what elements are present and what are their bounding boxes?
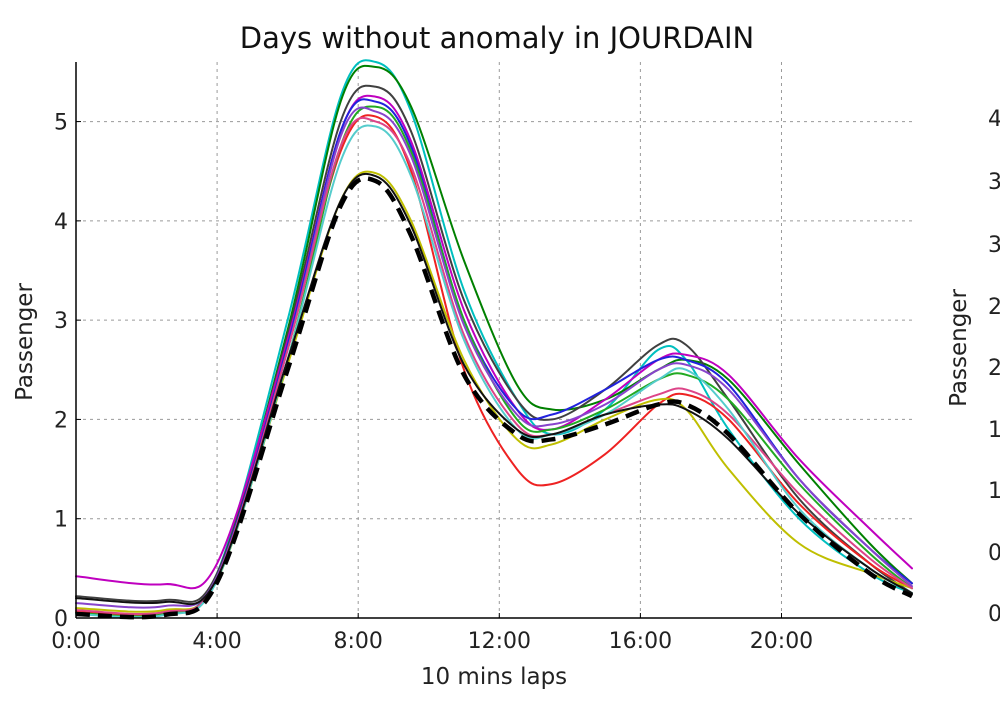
x-axis-label: 10 mins laps bbox=[421, 664, 567, 690]
second-y-tick-label: 2 bbox=[988, 295, 1000, 320]
axis-spines bbox=[75, 62, 912, 619]
second-y-tick-label: 0 bbox=[988, 602, 1000, 627]
second-y-tick-label: 1 bbox=[988, 479, 1000, 504]
y-tick-label: 5 bbox=[54, 111, 68, 136]
y-tick-label: 3 bbox=[54, 309, 68, 334]
x-tick-label: 0:00 bbox=[51, 629, 100, 654]
second-y-tick-label: 0 bbox=[988, 541, 1000, 566]
series-line-1 bbox=[75, 59, 913, 618]
y-axis-label: Passenger bbox=[12, 283, 38, 401]
second-y-axis-label: Passenger bbox=[946, 289, 972, 407]
series-line-12 bbox=[75, 173, 913, 606]
y-tick-label: 0 bbox=[54, 607, 68, 632]
series-group bbox=[75, 59, 914, 620]
second-y-tick-label: 4 bbox=[988, 107, 1000, 132]
second-y-tick-label: 2 bbox=[988, 356, 1000, 381]
second-y-tick-labels: 4 3 3 2 2 1 1 0 0 bbox=[988, 107, 1000, 627]
series-line-7 bbox=[75, 170, 913, 613]
x-tick-label: 20:00 bbox=[750, 629, 813, 654]
second-chart-panel: Passenger 4 3 3 2 2 1 1 0 0 bbox=[946, 107, 1000, 627]
y-tick-label: 2 bbox=[54, 408, 68, 433]
x-tick-label: 16:00 bbox=[609, 629, 672, 654]
x-tick-label: 8:00 bbox=[333, 629, 382, 654]
y-tick-label: 1 bbox=[54, 508, 68, 533]
y-tick-label: 4 bbox=[54, 210, 68, 235]
tick-labels: 0:00 4:00 8:00 12:00 16:00 20:00 0 1 2 3 4 5 bbox=[51, 111, 813, 654]
series-line-8 bbox=[75, 105, 913, 618]
reference-dashed-line bbox=[75, 176, 914, 620]
series-line-11 bbox=[75, 124, 913, 619]
chart-title: Days without anomaly in JOURDAIN bbox=[240, 21, 755, 55]
second-y-tick-label: 1 bbox=[988, 418, 1000, 443]
second-y-tick-label: 3 bbox=[988, 170, 1000, 195]
grid-lines bbox=[76, 62, 912, 618]
series-line-3 bbox=[75, 84, 913, 603]
x-tick-label: 4:00 bbox=[192, 629, 241, 654]
series-line-4 bbox=[75, 94, 913, 590]
second-y-tick-label: 3 bbox=[988, 233, 1000, 258]
x-tick-label: 12:00 bbox=[468, 629, 531, 654]
